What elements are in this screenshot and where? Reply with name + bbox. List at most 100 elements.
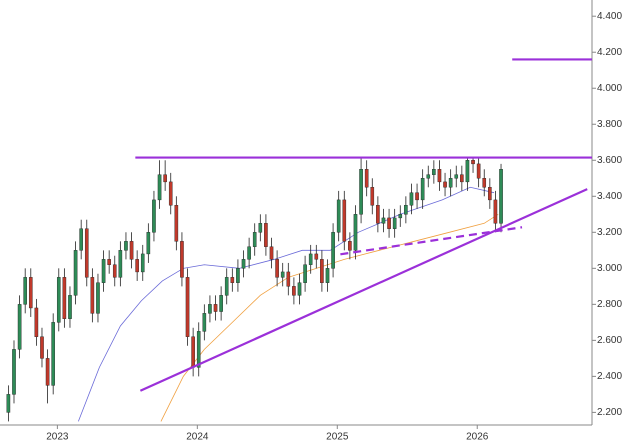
candle-body	[34, 307, 39, 337]
candle-body	[376, 205, 380, 224]
candle-body	[62, 277, 67, 319]
candle-body	[174, 205, 179, 242]
candle-body	[224, 277, 229, 296]
candle-body	[17, 304, 22, 350]
candle-body	[269, 246, 274, 260]
candle-body	[280, 271, 285, 278]
candle-body	[185, 277, 190, 337]
candle-body	[118, 250, 123, 278]
candle-body	[364, 169, 369, 188]
candle-body	[12, 349, 16, 395]
candle-body	[124, 241, 128, 251]
candle-body	[68, 295, 72, 319]
candle-body	[264, 223, 268, 247]
candle-body	[336, 199, 341, 233]
candle-body	[387, 217, 391, 229]
candle-body	[73, 250, 78, 296]
candle-body	[23, 277, 27, 305]
candle-body	[6, 394, 11, 413]
candle-body	[129, 241, 134, 260]
y-tick-label: 2.800	[597, 299, 622, 310]
candle-body	[392, 217, 397, 229]
y-tick-label: 4.400	[597, 11, 622, 22]
candle-body	[28, 277, 33, 309]
candle-body	[208, 304, 212, 314]
candle-body	[499, 169, 503, 224]
candle-body	[101, 259, 106, 283]
candle-body	[180, 241, 184, 278]
candle-body	[432, 169, 436, 175]
candle-body	[420, 178, 425, 201]
candle-body	[415, 192, 419, 201]
candle-body	[465, 160, 470, 183]
candle-body	[112, 264, 117, 278]
candle-body	[51, 322, 55, 386]
y-tick-label: 3.800	[597, 119, 622, 130]
y-tick-label: 2.400	[597, 371, 622, 382]
x-tick-label: 2026	[466, 432, 489, 443]
candle-body	[241, 259, 246, 269]
candle-body	[258, 223, 263, 233]
candle-body	[275, 259, 279, 278]
candle-body	[325, 268, 330, 283]
candle-body	[84, 228, 89, 278]
candle-body	[135, 259, 139, 273]
candle-body	[236, 268, 240, 283]
candle-body	[79, 228, 83, 251]
candle-body	[56, 277, 61, 323]
y-tick-label: 3.000	[597, 263, 622, 274]
candle-body	[437, 169, 442, 183]
candle-body	[398, 214, 403, 219]
candle-body	[146, 232, 151, 255]
candle-body	[292, 286, 296, 296]
candle-body	[448, 178, 453, 188]
moving-average	[78, 186, 495, 422]
trend-line	[139, 188, 588, 392]
candle-body	[353, 214, 358, 251]
candle-body	[286, 271, 291, 287]
candle-body	[219, 295, 223, 312]
y-tick-label: 2.600	[597, 335, 622, 346]
candle-body	[308, 253, 313, 265]
candle-body	[163, 174, 167, 183]
candle-body	[493, 199, 498, 224]
candle-body	[252, 232, 257, 247]
y-tick-label: 3.200	[597, 227, 622, 238]
candle-body	[370, 187, 375, 206]
candle-body	[476, 163, 481, 179]
candle-body	[381, 217, 386, 224]
trend-line	[340, 226, 523, 256]
candle-body	[460, 174, 464, 183]
candle-body	[471, 160, 475, 165]
candle-body	[342, 199, 347, 242]
x-tick-label: 2024	[186, 432, 209, 443]
candle-body	[168, 181, 173, 206]
candle-body	[202, 313, 207, 332]
x-tick-label: 2023	[46, 432, 69, 443]
candle-body	[152, 199, 156, 233]
candle-body	[426, 174, 431, 179]
candle-body	[297, 282, 302, 296]
y-tick-label: 3.400	[597, 191, 622, 202]
candle-body	[45, 358, 50, 386]
candle-body	[409, 192, 414, 206]
candle-body	[191, 336, 195, 368]
candle-body	[348, 241, 352, 251]
candle-body	[320, 259, 324, 283]
candle-body	[404, 205, 408, 215]
y-tick-label: 3.600	[597, 155, 622, 166]
candle-body	[107, 259, 111, 265]
candle-body	[359, 169, 363, 215]
x-tick-label: 2025	[326, 432, 349, 443]
candle-body	[40, 336, 44, 359]
candle-body	[454, 174, 459, 179]
candle-body	[213, 304, 218, 312]
y-tick-label: 4.000	[597, 83, 622, 94]
candle-body	[443, 181, 447, 188]
y-tick-label: 2.200	[597, 407, 622, 418]
candle-body	[90, 277, 95, 314]
candle-body	[140, 253, 145, 273]
candle-body	[331, 232, 335, 269]
candle-body	[96, 282, 100, 314]
